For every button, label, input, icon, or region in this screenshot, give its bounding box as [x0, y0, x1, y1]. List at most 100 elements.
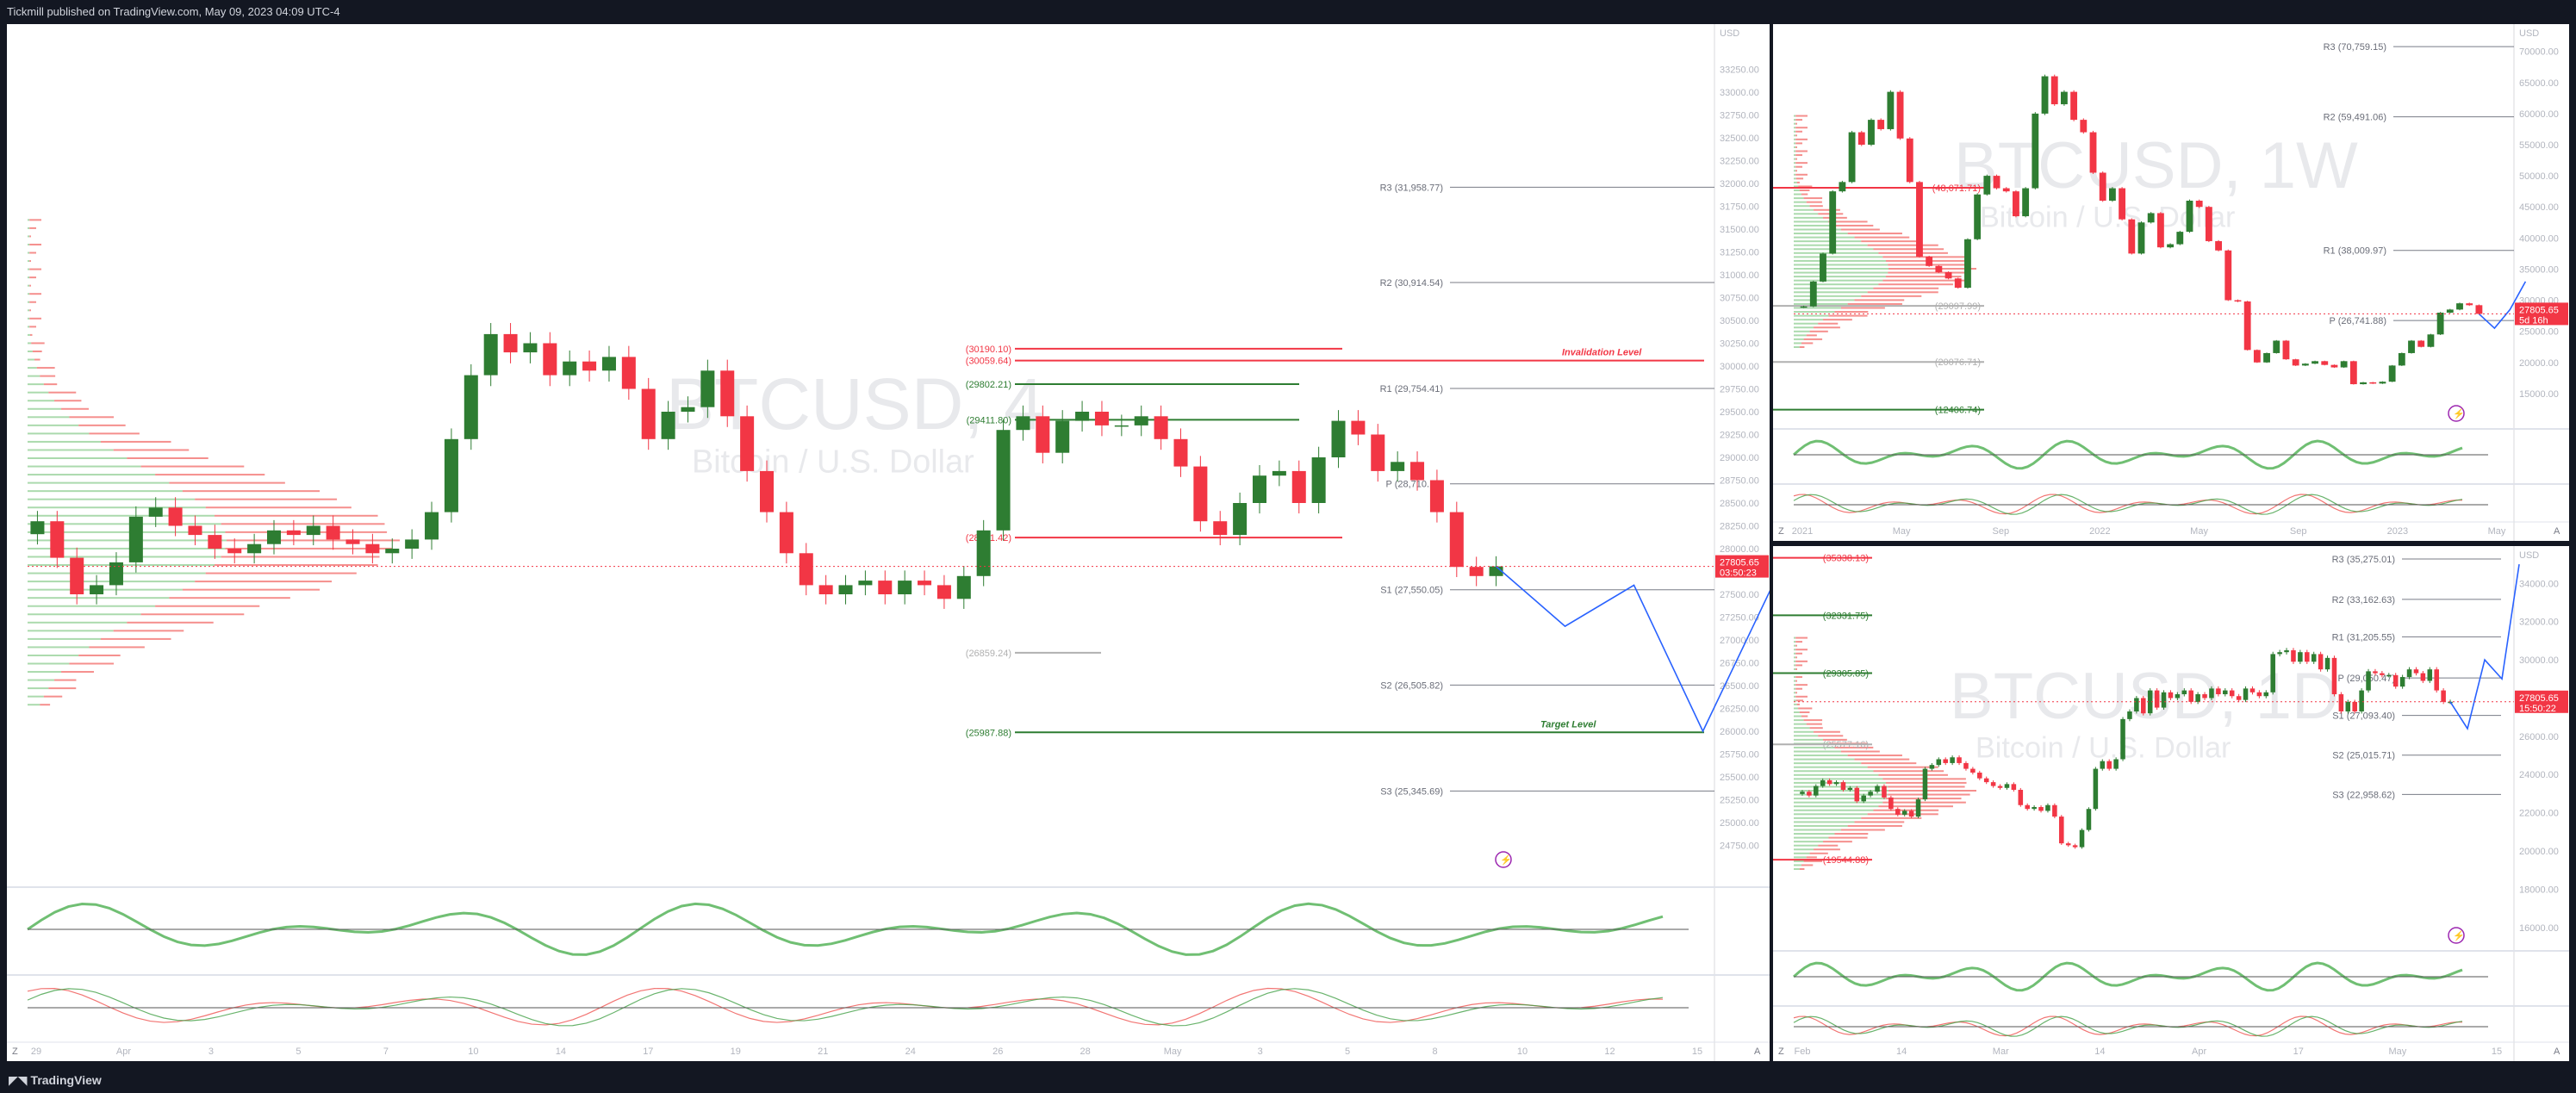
- volume-bar-green: [28, 490, 183, 493]
- volume-bar-green: [28, 498, 196, 500]
- candle-body: [2181, 690, 2187, 695]
- y-tick-label: 70000.00: [2519, 47, 2559, 58]
- volume-bar-green: [1794, 641, 1796, 643]
- volume-bar-red: [89, 646, 145, 649]
- x-tick-label: 19: [731, 1046, 741, 1057]
- candle-body: [2099, 172, 2106, 201]
- candle-body: [2234, 300, 2242, 302]
- candle-body: [2120, 718, 2125, 760]
- volume-bar-red: [1873, 287, 1939, 289]
- x-tick-label: Mar: [1993, 1046, 2009, 1057]
- y-tick-label: 32750.00: [1720, 111, 1759, 121]
- price-axis: [2514, 24, 2569, 541]
- volume-bar-green: [1794, 338, 1804, 340]
- volume-bar-green: [1794, 695, 1796, 698]
- volume-bar-green: [28, 432, 90, 435]
- candle-body: [1489, 566, 1503, 576]
- candle-body: [2167, 244, 2175, 248]
- volume-bar-red: [1818, 735, 1844, 737]
- x-tick-label: Sep: [2290, 526, 2307, 537]
- x-tick-label: 7: [383, 1046, 389, 1057]
- volume-bar-red: [89, 432, 140, 435]
- volume-bar-green: [28, 695, 44, 698]
- candle-body: [2392, 674, 2399, 687]
- volume-bar-green: [1794, 146, 1796, 148]
- candle-body: [858, 581, 873, 586]
- main-chart-panel[interactable]: USD BTCUSD, 4 Bitcoin / U.S. Dollar 33250.0…: [7, 24, 1770, 1061]
- z-button-icon: Z: [12, 1046, 18, 1057]
- volume-bar-red: [78, 654, 121, 656]
- candle-body: [128, 516, 143, 562]
- volume-bar-green: [1794, 279, 1883, 282]
- price-axis: [2514, 546, 2569, 1061]
- candle-body: [1970, 768, 1976, 773]
- volume-bar-green: [1794, 778, 1883, 780]
- volume-bar-green: [1794, 766, 1868, 768]
- volume-bar-green: [28, 605, 156, 607]
- volume-bar-green: [28, 671, 62, 674]
- volume-bar-green: [28, 276, 30, 279]
- y-tick-label: 26000.00: [2519, 732, 2559, 742]
- volume-bar-red: [1795, 637, 1808, 639]
- volume-bar-red: [1806, 334, 1817, 337]
- volume-bar-red: [1818, 844, 1839, 847]
- candle-body: [1839, 182, 1846, 192]
- candle-body: [1868, 792, 1873, 796]
- volume-bar-red: [29, 219, 41, 221]
- candle-body: [2263, 692, 2269, 697]
- volume-bar-red: [1809, 727, 1823, 730]
- daily-chart-panel[interactable]: USD BTCUSD, 1D Bitcoin / U.S. Dollar 34000.…: [1773, 546, 2569, 1061]
- volume-bar-red: [48, 687, 77, 690]
- volume-bar-red: [140, 465, 245, 468]
- volume-bar-red: [1854, 299, 1905, 301]
- volume-bar-green: [28, 539, 227, 542]
- volume-bar-green: [1794, 841, 1824, 843]
- volume-bar-red: [1795, 699, 1804, 702]
- x-tick-label: 12: [1604, 1046, 1615, 1057]
- volume-bar-red: [113, 630, 184, 632]
- candle-body: [2249, 688, 2256, 692]
- candle-body: [1990, 782, 1996, 786]
- candle-body: [878, 581, 893, 594]
- volume-bar-green: [1794, 138, 1796, 140]
- candle-body: [2141, 698, 2146, 714]
- volume-bar-green: [1794, 813, 1868, 816]
- volume-bar-green: [1794, 801, 1883, 804]
- pivot-label: S2 (26,505.82): [1380, 680, 1443, 691]
- volume-bar-green: [1794, 707, 1799, 710]
- volume-bar-red: [1840, 750, 1880, 753]
- oscillator-line: [1793, 1015, 2463, 1037]
- volume-bar-red: [215, 564, 378, 567]
- volume-bar-red: [1795, 162, 1808, 165]
- candle-body: [2408, 340, 2415, 353]
- price-axis: [1714, 24, 1770, 1061]
- candle-body: [1993, 176, 2000, 189]
- volume-bar-green: [28, 523, 221, 525]
- candle-body: [227, 549, 242, 554]
- volume-bar-green: [1794, 860, 1804, 862]
- candle-body: [2417, 340, 2425, 347]
- candle-body: [2106, 761, 2112, 769]
- volume-bar-red: [61, 407, 89, 410]
- volume-bar-green: [28, 301, 30, 303]
- candle-body: [2176, 232, 2184, 245]
- z-button-icon: Z: [1778, 1046, 1784, 1057]
- weekly-chart-panel[interactable]: USD BTCUSD, 1W Bitcoin / U.S. Dollar 70000.…: [1773, 24, 2569, 541]
- candle-body: [1875, 786, 1880, 792]
- volume-bar-green: [28, 407, 62, 410]
- tradingview-brand-label: TradingView: [30, 1073, 102, 1087]
- level-label: (48,071.71): [1932, 183, 1981, 194]
- volume-bar-green: [1794, 213, 1819, 215]
- candle-body: [2243, 301, 2251, 351]
- volume-bar-green: [1794, 127, 1796, 129]
- volume-bar-green: [28, 243, 30, 245]
- level-label: (29305.85): [1823, 668, 1869, 679]
- volume-bar-red: [1809, 330, 1828, 332]
- tradingview-brand[interactable]: ◤◥ TradingView: [9, 1073, 102, 1088]
- candle-body: [740, 416, 755, 471]
- volume-bar-red: [1806, 856, 1817, 859]
- candle-body: [2277, 652, 2282, 655]
